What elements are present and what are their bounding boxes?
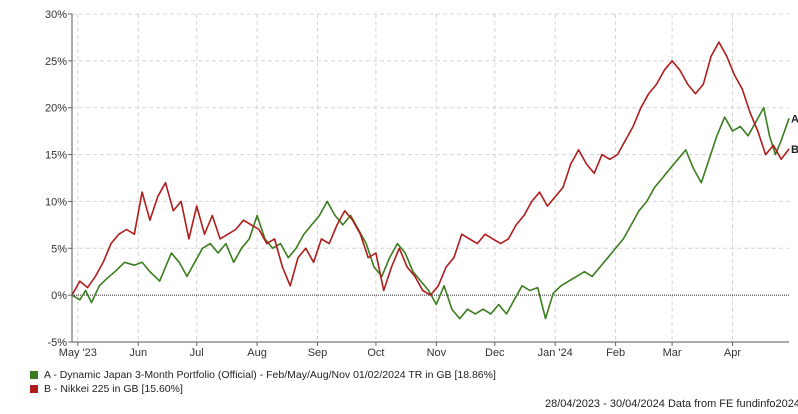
x-tick-label: Apr: [724, 347, 741, 359]
legend-label-b: B - Nikkei 225 in GB [15.60%]: [44, 383, 183, 395]
x-tick-label: Feb: [606, 347, 625, 359]
series-line-b: [71, 41, 790, 296]
x-tick-label: Oct: [367, 347, 384, 359]
x-tick-label: Nov: [427, 347, 447, 359]
x-tick-label: Sep: [308, 347, 328, 359]
x-tick-label: May '23: [59, 347, 97, 359]
x-tick-label: Aug: [247, 347, 267, 359]
x-tick-label: Jul: [190, 347, 204, 359]
y-tick-label: -5%: [47, 337, 67, 349]
y-tick-label: 20%: [45, 103, 67, 115]
legend-entry-b: B - Nikkei 225 in GB [15.60%]: [30, 382, 496, 396]
x-tick-label: Mar: [663, 347, 682, 359]
legend-label-a: A - Dynamic Japan 3-Month Portfolio (Off…: [44, 369, 496, 381]
x-tick-label: Jun: [129, 347, 147, 359]
legend-swatch-a: [30, 371, 38, 379]
y-tick-label: 15%: [45, 150, 67, 162]
grid-lines: [72, 13, 789, 343]
legend-swatch-b: [30, 385, 38, 393]
x-tick-label: Dec: [485, 347, 505, 359]
series-end-labels: AB: [791, 113, 798, 156]
chart-legend: A - Dynamic Japan 3-Month Portfolio (Off…: [30, 368, 496, 396]
y-tick-label: 0%: [51, 290, 67, 302]
legend-entry-a: A - Dynamic Japan 3-Month Portfolio (Off…: [30, 368, 496, 382]
y-tick-label: 25%: [45, 56, 67, 68]
data-source-footer: 28/04/2023 - 30/04/2024 Data from FE fun…: [545, 398, 798, 410]
y-tick-label: 5%: [51, 243, 67, 255]
series-lines: [71, 41, 790, 320]
axes: [68, 13, 789, 346]
series-end-label-b: B: [791, 144, 798, 156]
series-line-a: [71, 106, 790, 320]
y-tick-label: 30%: [45, 9, 67, 21]
y-tick-label: 10%: [45, 196, 67, 208]
y-tick-labels: -5% 0% 5% 10% 15% 20% 25% 30%: [45, 9, 67, 349]
series-end-label-a: A: [791, 113, 798, 125]
x-tick-label: Jan '24: [538, 347, 573, 359]
x-tick-labels: May '23 Jun Jul Aug Sep Oct Nov Dec Jan '24 Feb Ma…: [59, 347, 742, 359]
